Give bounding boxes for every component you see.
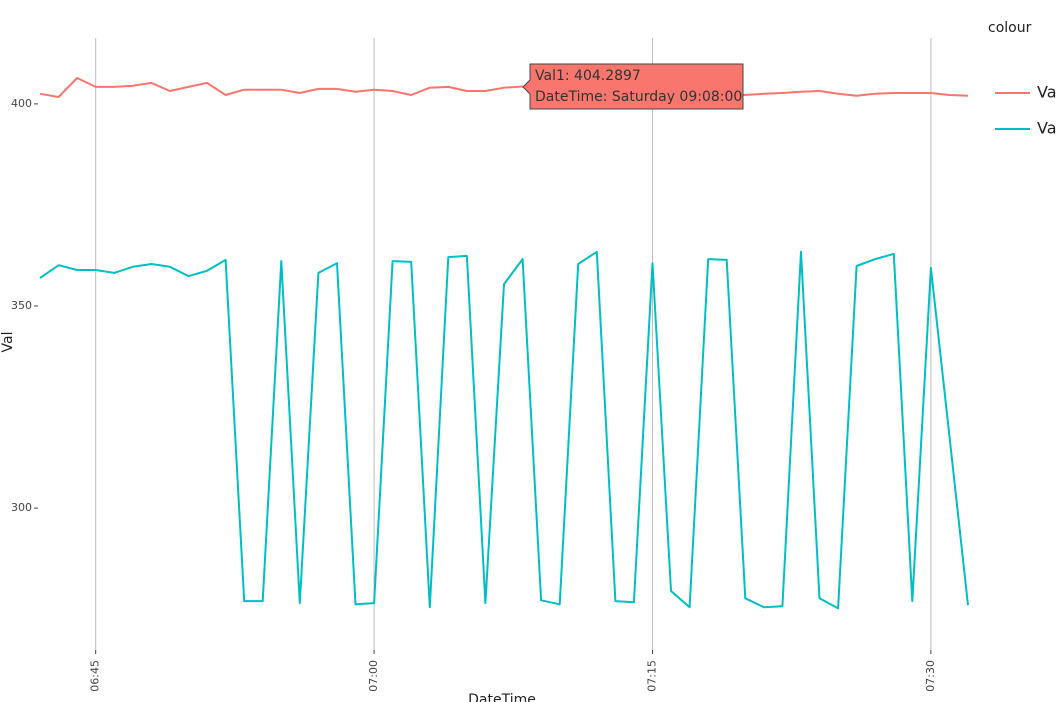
line-series [39, 250, 969, 610]
x-tick-label: 07:15 [645, 660, 658, 692]
tooltip: Val1: 404.2897 DateTime: Saturday 09:08:… [522, 63, 744, 110]
tooltip-line: DateTime: Saturday 09:08:00 [535, 89, 742, 105]
plot-area: 06:45 07:00 07:15 07:30 300 350 400 [11, 38, 969, 692]
tooltip-line: Val1: 404.2897 [535, 68, 641, 84]
legend-label: Val2 [1037, 119, 1056, 138]
x-tick-label: 07:30 [924, 660, 937, 692]
y-tick-label: 400 [11, 97, 32, 110]
legend-label: Val1 [1037, 83, 1056, 102]
legend-title: colour [988, 20, 1032, 36]
line-series [39, 77, 969, 98]
x-axis-title: DateTime [468, 692, 536, 702]
y-tick-label: 300 [11, 501, 32, 514]
y-tick-label: 350 [11, 299, 32, 312]
x-tick-label: 06:45 [89, 660, 102, 692]
tooltip-box [522, 63, 744, 110]
y-axis-title: Val [0, 332, 16, 353]
x-tick-label: 07:00 [367, 660, 380, 692]
